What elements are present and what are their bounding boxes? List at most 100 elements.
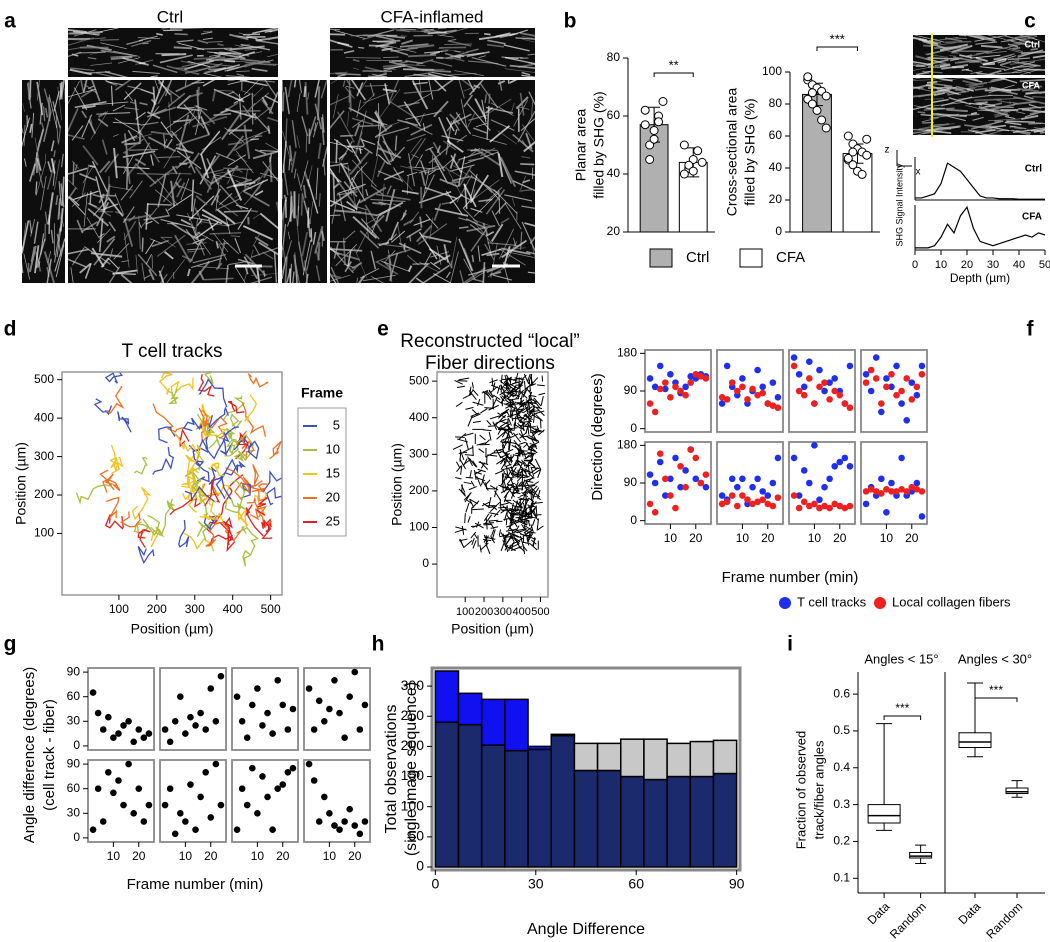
data-point [649,126,659,135]
fiber-segment [467,516,471,523]
fiber-streak [83,192,88,227]
fiber-streak [43,88,52,113]
fiber-segment [488,497,492,509]
data-point [662,385,669,393]
fiber-streak [1001,65,1032,74]
fiber-streak [918,89,951,98]
fiber-streak [333,242,339,259]
fiber-segment [514,474,525,478]
fiber-streak [60,183,65,208]
fiber-segment [458,377,470,381]
fiber-streak [388,152,397,164]
fiber-streak [406,254,419,266]
fiber-streak [184,64,220,74]
fiber-streak [1021,114,1039,120]
legend-label: 10 [326,441,340,456]
fiber-streak [469,223,485,236]
fiber-streak [227,141,243,146]
data-point [187,781,194,788]
fiber-segment [505,500,513,505]
fiber-segment [471,382,474,389]
fiber-segment [519,421,526,428]
fiber-streak [497,153,504,178]
fiber-streak [137,37,160,39]
fiber-segment [527,449,536,451]
fiber-streak [365,210,369,239]
track-trace [167,388,179,405]
fiber-streak [403,101,422,127]
histogram-bar [666,775,692,868]
data-point [677,387,684,395]
fiber-streak [989,103,1015,111]
fiber-streak [296,135,300,149]
data-point [718,500,726,508]
data-point [656,458,664,466]
fiber-streak [1030,127,1045,132]
fiber-segment [503,452,512,462]
fiber-streak [140,88,155,95]
fiber-streak [913,86,921,90]
fiber-streak [990,87,1018,95]
data-point [687,446,694,453]
fiber-streak [201,208,230,227]
data-point [651,383,659,391]
data-point [831,462,838,470]
fiber-streak [99,28,120,33]
x-tick-label: 20 [833,531,847,545]
fiber-streak [356,100,362,118]
fiber-segment [524,531,530,540]
fiber-streak [980,37,996,42]
fiber-streak [236,70,250,73]
fiber-segment [526,477,535,481]
fiber-streak [89,164,96,169]
fiber-streak [143,214,170,221]
data-point [692,454,700,462]
fiber-streak [114,80,132,91]
fiber-streak [449,194,464,205]
fiber-segment [516,401,523,406]
fiber-streak [258,36,278,42]
data-point [790,362,798,370]
fiber-streak [68,31,103,35]
fiber-segment [492,382,496,390]
fiber-segment [504,374,508,384]
track-trace [183,532,215,552]
fiber-streak [79,262,92,274]
fiber-segment [537,429,545,436]
fiber-segment [522,488,528,500]
track-trace [262,470,282,493]
fiber-streak [913,78,922,80]
fiber-segment [489,485,499,491]
data-point [233,826,241,833]
data-point [898,387,905,395]
fiber-streak [478,55,486,58]
fiber-streak [509,251,534,258]
panel-frame [788,349,856,433]
y-tick-label: 100 [409,520,429,534]
fiber-streak [520,163,535,166]
fiber-streak [161,53,187,57]
fiber-streak [122,206,135,224]
fiber-streak [252,28,278,35]
fiber-streak [317,242,321,261]
y-tick-label: 90 [67,664,81,678]
fiber-streak [347,250,352,267]
fiber-streak [389,221,399,241]
fiber-segment [471,500,480,509]
fiber-streak [88,119,97,135]
fiber-streak [390,233,397,241]
fiber-streak [123,82,142,100]
fiber-streak [83,83,98,94]
fiber-segment [518,419,525,425]
fiber-streak [250,209,258,213]
fiber-streak [381,260,411,273]
fiber-segment [484,514,493,525]
fiber-streak [997,60,1007,64]
fiber-streak [487,267,505,278]
fiber-streak [516,106,530,110]
fiber-streak [298,80,302,93]
y-axis-label: track/fiber angles [811,740,826,839]
legend-label: Ctrl [686,249,709,266]
data-point [310,777,318,784]
fiber-segment [521,459,526,467]
